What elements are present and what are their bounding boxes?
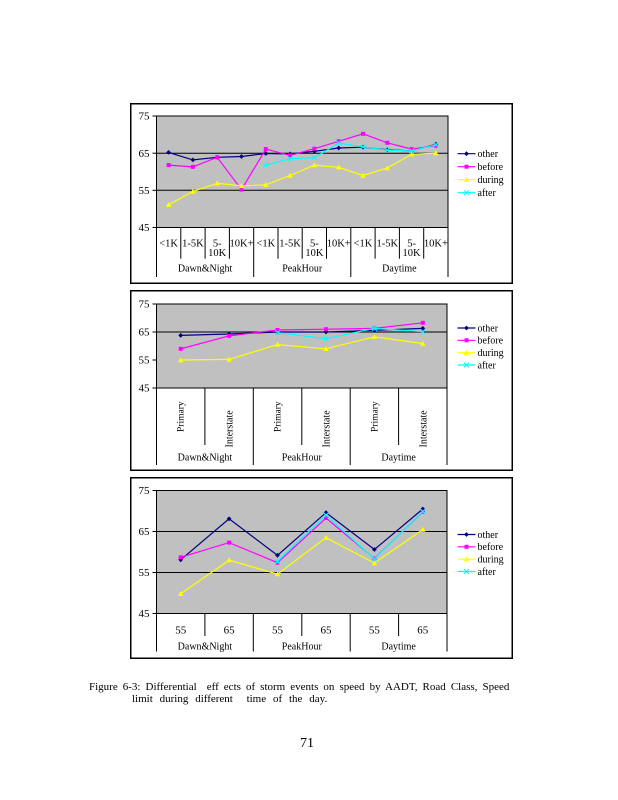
svg-text:PeakHour: PeakHour — [282, 642, 323, 653]
svg-text:55: 55 — [272, 625, 284, 637]
svg-text:after: after — [478, 360, 497, 371]
svg-text:65: 65 — [139, 526, 151, 538]
svg-text:before: before — [478, 162, 504, 173]
svg-text:during: during — [478, 348, 504, 359]
svg-text:10K+: 10K+ — [424, 239, 448, 250]
svg-text:55: 55 — [139, 185, 151, 197]
svg-text:5-: 5- — [407, 239, 416, 250]
svg-text:75: 75 — [139, 299, 151, 311]
svg-text:Daytime: Daytime — [381, 642, 416, 653]
svg-text:Primary: Primary — [274, 401, 284, 432]
svg-text:<1K: <1K — [159, 239, 178, 250]
svg-text:55: 55 — [369, 625, 381, 637]
svg-text:other: other — [478, 323, 499, 334]
svg-text:55: 55 — [139, 355, 151, 367]
svg-text:Daytime: Daytime — [382, 263, 417, 274]
svg-text:45: 45 — [139, 222, 151, 234]
svg-text:1-5K: 1-5K — [279, 239, 301, 250]
svg-text:65: 65 — [417, 625, 429, 637]
svg-text:65: 65 — [224, 625, 236, 637]
svg-text:65: 65 — [139, 148, 151, 160]
svg-text:Daytime: Daytime — [381, 453, 416, 464]
svg-text:Interstate: Interstate — [418, 410, 429, 448]
svg-text:5-: 5- — [213, 239, 222, 250]
svg-text:Dawn&Night: Dawn&Night — [178, 453, 233, 464]
svg-text:before: before — [478, 336, 504, 347]
svg-text:before: before — [478, 542, 504, 553]
svg-text:55: 55 — [139, 567, 151, 579]
svg-text:5-: 5- — [310, 239, 319, 250]
svg-text:Primary: Primary — [370, 401, 380, 432]
svg-text:Dawn&Night: Dawn&Night — [178, 642, 233, 653]
svg-text:65: 65 — [321, 625, 333, 637]
svg-text:10K: 10K — [305, 248, 324, 259]
svg-text:65: 65 — [139, 327, 151, 339]
svg-text:10K+: 10K+ — [229, 239, 253, 250]
svg-text:PeakHour: PeakHour — [282, 453, 323, 464]
svg-text:other: other — [478, 530, 499, 541]
svg-text:after: after — [478, 567, 497, 578]
svg-text:Interstate: Interstate — [225, 410, 236, 448]
svg-text:<1K: <1K — [354, 239, 373, 250]
svg-text:<1K: <1K — [256, 239, 275, 250]
svg-text:Interstate: Interstate — [322, 410, 333, 448]
svg-text:Primary: Primary — [177, 401, 187, 432]
svg-text:1-5K: 1-5K — [377, 239, 399, 250]
svg-text:other: other — [478, 149, 499, 160]
svg-text:PeakHour: PeakHour — [282, 263, 323, 274]
svg-text:45: 45 — [139, 383, 151, 395]
svg-text:10K: 10K — [208, 248, 227, 259]
svg-text:during: during — [478, 175, 504, 186]
svg-text:10K+: 10K+ — [327, 239, 351, 250]
svg-text:10K: 10K — [403, 248, 422, 259]
svg-text:45: 45 — [139, 608, 151, 620]
svg-text:75: 75 — [139, 111, 151, 123]
svg-text:during: during — [478, 555, 504, 566]
svg-text:75: 75 — [139, 485, 151, 497]
svg-text:Dawn&Night: Dawn&Night — [178, 263, 233, 274]
svg-text:after: after — [478, 188, 497, 199]
svg-text:55: 55 — [175, 625, 187, 637]
svg-text:1-5K: 1-5K — [182, 239, 204, 250]
